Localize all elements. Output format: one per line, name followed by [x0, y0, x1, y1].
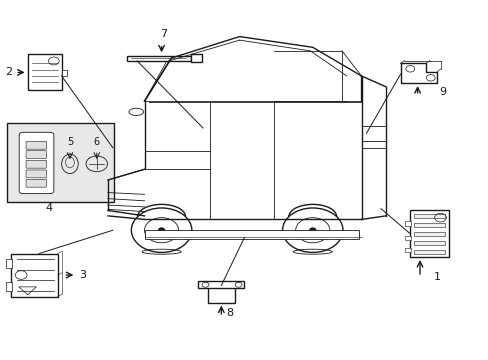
FancyBboxPatch shape [127, 56, 190, 61]
FancyBboxPatch shape [405, 235, 410, 240]
FancyBboxPatch shape [413, 223, 445, 227]
Text: 8: 8 [226, 309, 233, 318]
Text: 1: 1 [433, 272, 440, 282]
Text: 6: 6 [94, 137, 100, 147]
FancyBboxPatch shape [26, 160, 46, 168]
FancyBboxPatch shape [190, 54, 201, 62]
FancyBboxPatch shape [207, 287, 234, 303]
FancyBboxPatch shape [5, 259, 12, 268]
FancyBboxPatch shape [413, 241, 445, 245]
FancyBboxPatch shape [61, 69, 67, 76]
FancyBboxPatch shape [11, 253, 58, 297]
FancyBboxPatch shape [409, 211, 448, 257]
FancyBboxPatch shape [19, 132, 54, 194]
FancyBboxPatch shape [26, 179, 46, 187]
FancyBboxPatch shape [5, 282, 12, 291]
FancyBboxPatch shape [413, 232, 445, 236]
Circle shape [158, 228, 164, 232]
Text: 3: 3 [80, 270, 86, 280]
FancyBboxPatch shape [413, 250, 445, 254]
Text: 4: 4 [46, 203, 53, 213]
FancyBboxPatch shape [26, 150, 46, 158]
FancyBboxPatch shape [26, 170, 46, 178]
FancyBboxPatch shape [413, 214, 445, 219]
FancyBboxPatch shape [6, 123, 114, 202]
FancyBboxPatch shape [405, 221, 410, 226]
FancyBboxPatch shape [26, 141, 46, 149]
FancyBboxPatch shape [198, 281, 244, 288]
FancyBboxPatch shape [405, 248, 410, 252]
FancyBboxPatch shape [144, 230, 358, 239]
FancyBboxPatch shape [27, 54, 61, 90]
Text: 2: 2 [5, 67, 12, 77]
Text: 9: 9 [439, 87, 446, 97]
Text: 5: 5 [67, 137, 73, 147]
Text: 7: 7 [160, 30, 167, 40]
Circle shape [309, 228, 315, 232]
